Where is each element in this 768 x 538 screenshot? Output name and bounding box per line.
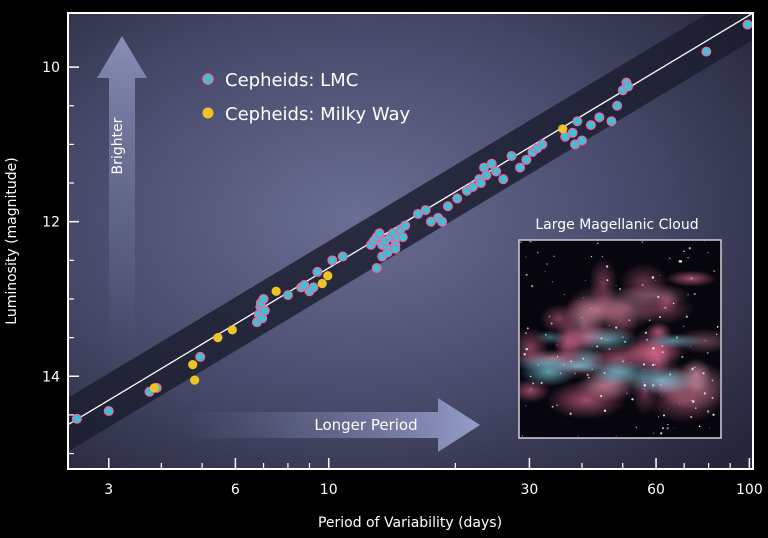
lmc-point [452, 193, 463, 204]
lmc-point [71, 413, 82, 424]
milky-way-point [188, 360, 198, 370]
lmc-point [420, 205, 431, 216]
milky-way-point [317, 278, 327, 289]
lmc-point [442, 201, 453, 212]
lmc-point [412, 208, 423, 219]
brighter-label: Brighter [110, 117, 126, 174]
x-tick-label: 60 [647, 482, 665, 498]
lmc-point [467, 181, 478, 192]
lmc-point [258, 293, 269, 304]
lmc-point [623, 81, 634, 92]
lmc-point [282, 290, 293, 301]
lmc-point [491, 166, 502, 177]
lmc-point [259, 305, 270, 316]
legend-lmc-marker [202, 73, 214, 85]
legend-lmc-label: Cepheids: LMC [225, 70, 358, 91]
milky-way-point [271, 286, 281, 296]
milky-way-point [213, 333, 223, 343]
legend-milky-way-label: Cepheids: Milky Way [225, 104, 411, 125]
y-tick-label: 14 [42, 369, 60, 385]
x-tick-label: 30 [521, 482, 539, 498]
lmc-point [437, 216, 448, 227]
lmc-point [506, 150, 517, 161]
x-axis-title: Period of Variability (days) [318, 515, 502, 531]
lmc-point [312, 266, 323, 277]
lmc-point [400, 220, 411, 231]
lmc-point [498, 174, 509, 185]
lmc-point [537, 139, 548, 150]
brighter-arrow [97, 36, 147, 345]
lmc-point [374, 228, 385, 239]
plot-frame [67, 12, 754, 470]
milky-way-point [227, 325, 237, 335]
galaxy-image [520, 241, 720, 437]
lmc-point [475, 178, 486, 189]
lmc-point [521, 154, 532, 165]
y-axis-title: Luminosity (magnitude) [4, 157, 20, 324]
milky-way-point [149, 383, 159, 393]
legend-milky-way-marker [202, 107, 214, 119]
milky-way-point [323, 271, 333, 281]
lmc-point [481, 170, 492, 181]
x-tick-label: 6 [231, 482, 240, 498]
milky-way-point [558, 124, 568, 134]
lmc-point [397, 232, 408, 243]
lmc-point [195, 351, 206, 362]
lmc-point [606, 116, 617, 127]
inset-title: Large Magellanic Cloud [535, 217, 698, 233]
lmc-point [371, 263, 382, 274]
y-tick-label: 10 [42, 60, 60, 76]
x-tick-label: 100 [736, 482, 763, 498]
lmc-point [390, 243, 401, 254]
x-tick-label: 3 [104, 482, 113, 498]
lmc-point [337, 251, 348, 262]
lmc-point [585, 120, 596, 131]
lmc-point [576, 135, 587, 146]
lmc-point [327, 255, 338, 266]
lmc-inset: Large Magellanic Cloud [518, 217, 722, 439]
lmc-point [103, 406, 114, 417]
lmc-point [515, 162, 526, 173]
lmc-point [567, 127, 578, 138]
legend: Cepheids: LMC Cepheids: Milky Way [202, 70, 411, 125]
longer-period-arrow [180, 398, 480, 452]
longer-period-label: Longer Period [314, 416, 417, 434]
y-tick-label: 12 [42, 215, 60, 231]
lmc-point [486, 158, 497, 169]
lmc-point [299, 280, 310, 291]
lmc-point [572, 116, 583, 127]
lmc-point [594, 112, 605, 123]
lmc-point [742, 19, 753, 30]
lmc-point [701, 46, 712, 57]
milky-way-point [190, 375, 200, 385]
lmc-point [382, 247, 393, 258]
lmc-point [612, 100, 623, 111]
x-tick-label: 10 [320, 482, 338, 498]
lmc-point [308, 282, 319, 293]
